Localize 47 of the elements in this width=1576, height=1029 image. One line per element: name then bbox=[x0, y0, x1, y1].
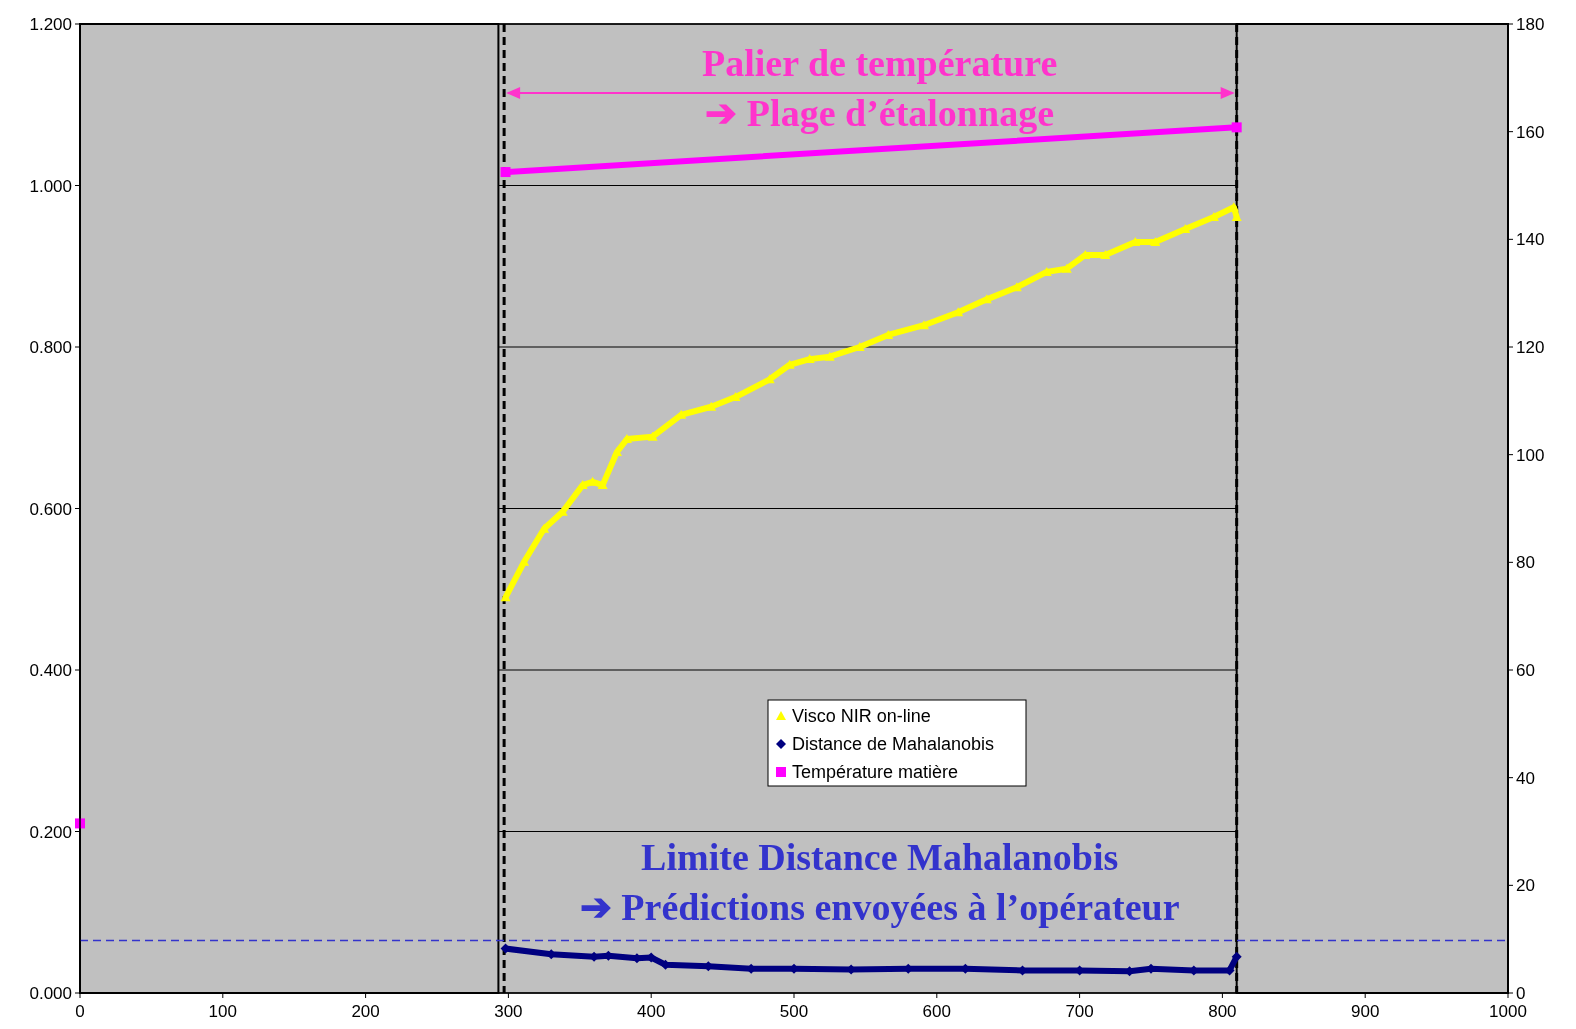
annotation: Limite Distance Mahalanobis ➔ Prédictions envoyées à l’opérateur bbox=[579, 836, 1180, 928]
point bbox=[647, 431, 658, 441]
point bbox=[918, 320, 929, 330]
y2-tick-label: 180 bbox=[1516, 15, 1545, 34]
x-tick-label: 200 bbox=[351, 1002, 380, 1021]
legend-label: Température matière bbox=[792, 762, 959, 782]
point bbox=[1100, 249, 1111, 259]
y2-tick-label: 20 bbox=[1516, 876, 1535, 896]
point bbox=[706, 401, 717, 411]
y2-tick-label: 160 bbox=[1516, 122, 1545, 142]
point bbox=[1231, 122, 1242, 133]
y-tick-label: 0.000 bbox=[29, 984, 72, 1003]
legend-label: Visco NIR on-line bbox=[792, 706, 931, 726]
y-tick-label: 1.000 bbox=[29, 176, 72, 196]
y2-tick-label: 100 bbox=[1516, 445, 1545, 465]
point bbox=[519, 556, 530, 566]
point bbox=[824, 351, 835, 361]
y-tick-label: 0.400 bbox=[29, 661, 72, 680]
y-tick-label: 0.200 bbox=[29, 822, 72, 842]
x-tick-label: 600 bbox=[922, 1002, 951, 1021]
y-tick-label: 0.600 bbox=[29, 499, 72, 519]
x-tick-label: 900 bbox=[1351, 1002, 1380, 1021]
point bbox=[500, 592, 511, 602]
x-tick-label: 800 bbox=[1208, 1002, 1237, 1021]
legend-label: Distance de Mahalanobis bbox=[792, 734, 995, 754]
x-tick-label: 500 bbox=[779, 1002, 809, 1021]
x-tick-label: 0 bbox=[75, 1002, 85, 1021]
annotation: Palier de température ➔ Plage d’étalonnage bbox=[702, 42, 1058, 134]
point bbox=[1061, 263, 1072, 273]
point bbox=[1150, 237, 1161, 247]
x-tick-label: 100 bbox=[208, 1002, 237, 1021]
point bbox=[611, 446, 622, 456]
x-tick-label: 700 bbox=[1065, 1002, 1094, 1021]
point bbox=[953, 307, 964, 317]
y2-tick-label: 40 bbox=[1516, 768, 1535, 788]
y2-tick-label: 140 bbox=[1516, 230, 1545, 250]
x-tick-label: 400 bbox=[637, 1002, 666, 1021]
y2-tick-label: 80 bbox=[1516, 553, 1535, 573]
x-tick-label: 1000 bbox=[1489, 1002, 1527, 1021]
point bbox=[1231, 951, 1242, 962]
x-tick-label: 300 bbox=[494, 1002, 523, 1021]
point bbox=[500, 167, 511, 178]
y-tick-label: 0.800 bbox=[29, 338, 72, 357]
y2-tick-label: 60 bbox=[1516, 661, 1535, 680]
y2-tick-label: 120 bbox=[1516, 338, 1545, 357]
y2-tick-label: 0 bbox=[1516, 984, 1526, 1003]
y-tick-label: 1.200 bbox=[29, 15, 72, 34]
